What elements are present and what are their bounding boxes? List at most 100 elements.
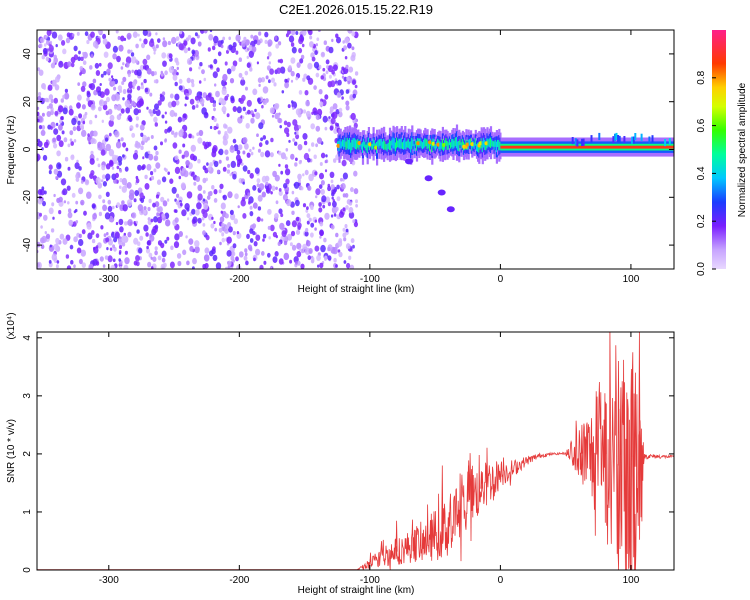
noise-cell — [166, 127, 171, 133]
band-core — [451, 138, 454, 148]
noise-cell — [55, 264, 59, 269]
noise-cell — [265, 140, 269, 145]
noise-cell — [258, 31, 262, 36]
band-hotspot — [470, 142, 475, 147]
noise-cell — [302, 109, 307, 114]
noise-cell — [290, 70, 295, 77]
noise-cell — [78, 113, 83, 119]
noise-cell — [313, 85, 317, 90]
band-core — [371, 143, 374, 150]
band-core — [372, 138, 375, 149]
noise-cell — [274, 213, 279, 220]
noise-cell — [60, 178, 67, 186]
noise-cell — [347, 30, 353, 34]
band-core — [489, 137, 492, 148]
noise-cell — [63, 200, 67, 204]
band-core — [491, 139, 494, 147]
noise-cell — [57, 34, 63, 41]
band-wiggle — [651, 135, 654, 143]
noise-cell — [294, 141, 298, 146]
noise-cell — [178, 78, 183, 84]
noise-cell — [53, 243, 59, 251]
noise-cell — [48, 260, 52, 264]
noise-cell — [185, 160, 190, 166]
noise-cell — [345, 64, 349, 69]
noise-cell — [198, 129, 204, 137]
noise-cell — [156, 212, 160, 217]
band-wiggle — [640, 133, 643, 141]
noise-cell — [183, 150, 190, 158]
band-core — [446, 141, 449, 150]
noise-cell — [162, 60, 167, 67]
noise-cell — [97, 163, 101, 168]
noise-cell — [268, 236, 272, 240]
chart-title: C2E1.2026.015.15.22.R19 — [279, 2, 433, 17]
noise-cell — [347, 42, 352, 49]
noise-cell — [245, 39, 250, 46]
noise-cell — [353, 221, 358, 228]
noise-cell — [245, 260, 249, 266]
noise-cell — [274, 36, 278, 40]
noise-cell — [295, 31, 299, 35]
noise-cell — [280, 152, 286, 160]
noise-cell — [135, 59, 139, 64]
noise-cell — [82, 60, 87, 65]
noise-cell — [331, 196, 334, 200]
noise-cell — [108, 119, 114, 127]
noise-cell — [350, 238, 355, 244]
noise-cell — [168, 66, 174, 74]
noise-cell — [261, 104, 264, 109]
band-hotspot — [436, 142, 441, 147]
noise-cell — [105, 110, 110, 116]
band-core — [367, 137, 370, 148]
noise-cell — [135, 178, 140, 184]
noise-cell — [178, 43, 184, 51]
noise-cell — [333, 257, 337, 263]
noise-cell — [290, 201, 295, 208]
noise-cell — [155, 194, 160, 199]
noise-cell — [101, 174, 106, 180]
noise-cell — [169, 93, 174, 99]
noise-cell — [257, 148, 261, 153]
noise-cell — [199, 61, 203, 67]
noise-cell — [109, 159, 114, 166]
noise-cell — [101, 119, 105, 124]
noise-cell — [51, 79, 57, 87]
band-wiggle — [576, 139, 579, 147]
noise-cell — [238, 57, 242, 62]
noise-cell — [127, 87, 133, 95]
band-wiggle — [615, 132, 618, 141]
noise-cell — [159, 93, 163, 98]
noise-cell — [61, 130, 65, 135]
noise-cell — [196, 132, 200, 136]
noise-cell — [209, 64, 213, 69]
noise-cell — [160, 70, 163, 74]
noise-cell — [171, 36, 177, 45]
noise-cell — [116, 161, 119, 165]
noise-cell — [351, 31, 356, 37]
noise-cell — [248, 50, 254, 58]
noise-cell — [297, 260, 301, 266]
noise-cell — [250, 117, 255, 124]
noise-cell — [298, 90, 303, 95]
noise-cell — [127, 231, 132, 238]
noise-cell — [314, 245, 320, 252]
noise-cell — [352, 219, 356, 224]
band-core — [411, 137, 414, 150]
noise-cell — [262, 99, 268, 106]
noise-cell — [222, 73, 228, 82]
noise-cell — [67, 166, 71, 171]
noise-cell — [336, 196, 341, 202]
noise-cell — [164, 239, 168, 244]
noise-cell — [127, 49, 131, 54]
noise-cell — [243, 36, 247, 42]
noise-cell — [300, 37, 303, 42]
noise-cell — [90, 150, 94, 155]
noise-cell — [260, 218, 264, 222]
noise-cell — [245, 122, 250, 129]
noise-cell — [184, 203, 190, 210]
noise-cell — [330, 179, 334, 184]
noise-cell — [325, 154, 328, 158]
